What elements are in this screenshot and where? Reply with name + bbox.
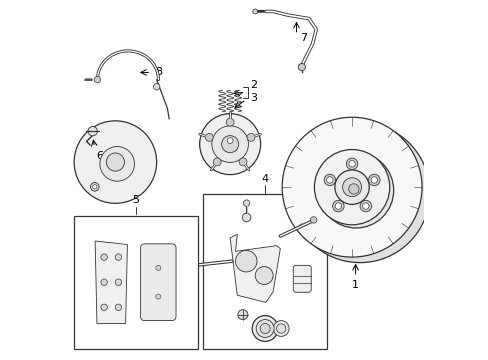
Circle shape bbox=[246, 134, 254, 141]
Circle shape bbox=[260, 324, 269, 333]
Circle shape bbox=[115, 279, 122, 285]
Circle shape bbox=[94, 76, 101, 83]
Polygon shape bbox=[74, 121, 156, 203]
Circle shape bbox=[227, 138, 233, 143]
Circle shape bbox=[334, 203, 341, 209]
Text: 6: 6 bbox=[96, 151, 103, 161]
Circle shape bbox=[213, 158, 221, 166]
Circle shape bbox=[156, 265, 161, 270]
Circle shape bbox=[326, 177, 332, 183]
Circle shape bbox=[359, 200, 371, 212]
Circle shape bbox=[256, 320, 274, 337]
Circle shape bbox=[101, 254, 107, 260]
Text: 1: 1 bbox=[351, 280, 358, 291]
Text: 2: 2 bbox=[250, 80, 257, 90]
Polygon shape bbox=[293, 265, 310, 292]
Circle shape bbox=[156, 294, 161, 299]
Circle shape bbox=[106, 153, 124, 171]
Bar bbox=[203, 194, 326, 348]
Circle shape bbox=[282, 117, 421, 257]
Circle shape bbox=[318, 153, 393, 228]
Circle shape bbox=[255, 266, 273, 284]
Circle shape bbox=[252, 9, 257, 14]
Text: 8: 8 bbox=[155, 67, 162, 77]
Circle shape bbox=[242, 213, 250, 222]
Circle shape bbox=[348, 184, 358, 194]
Circle shape bbox=[289, 123, 429, 263]
Circle shape bbox=[370, 177, 377, 183]
FancyBboxPatch shape bbox=[140, 244, 176, 320]
Circle shape bbox=[239, 158, 246, 166]
Circle shape bbox=[368, 174, 379, 186]
Circle shape bbox=[205, 134, 213, 141]
Circle shape bbox=[252, 316, 278, 341]
Circle shape bbox=[115, 304, 122, 311]
Circle shape bbox=[334, 170, 368, 204]
Circle shape bbox=[243, 200, 249, 206]
Circle shape bbox=[273, 321, 288, 336]
Circle shape bbox=[90, 183, 99, 191]
Circle shape bbox=[310, 217, 316, 223]
Circle shape bbox=[221, 136, 238, 153]
Bar bbox=[74, 216, 198, 348]
Circle shape bbox=[348, 161, 355, 167]
Circle shape bbox=[101, 304, 107, 311]
Circle shape bbox=[153, 84, 160, 90]
Polygon shape bbox=[95, 241, 127, 323]
Circle shape bbox=[235, 251, 257, 272]
Circle shape bbox=[332, 200, 344, 212]
Circle shape bbox=[237, 310, 247, 320]
Circle shape bbox=[226, 118, 234, 126]
Circle shape bbox=[276, 324, 285, 333]
Circle shape bbox=[314, 149, 389, 225]
Text: 5: 5 bbox=[132, 195, 139, 205]
Circle shape bbox=[100, 147, 134, 181]
Circle shape bbox=[101, 279, 107, 285]
Circle shape bbox=[211, 126, 248, 162]
Circle shape bbox=[298, 63, 305, 71]
Circle shape bbox=[88, 126, 97, 136]
Polygon shape bbox=[230, 234, 280, 302]
Text: 7: 7 bbox=[300, 33, 306, 43]
Circle shape bbox=[346, 158, 357, 170]
Circle shape bbox=[342, 178, 361, 197]
Circle shape bbox=[324, 174, 335, 186]
Text: 4: 4 bbox=[261, 174, 268, 184]
Circle shape bbox=[362, 203, 368, 209]
Circle shape bbox=[199, 114, 260, 175]
Circle shape bbox=[115, 254, 122, 260]
Text: 3: 3 bbox=[250, 93, 257, 103]
Circle shape bbox=[92, 185, 97, 189]
